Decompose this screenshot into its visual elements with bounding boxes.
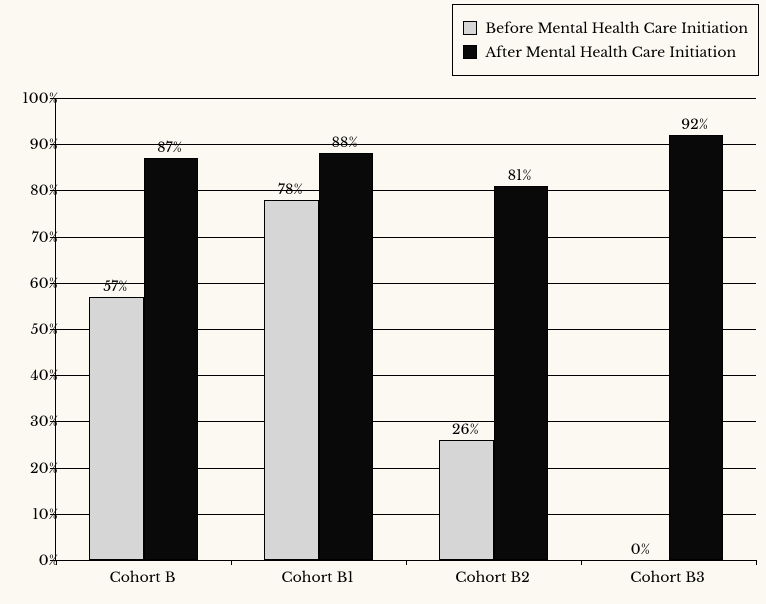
legend-swatch-before-icon <box>463 21 477 35</box>
bar <box>494 186 548 560</box>
plot-area <box>55 98 756 561</box>
x-tick-mark <box>581 560 582 565</box>
bar <box>669 135 723 560</box>
gridline <box>56 98 756 99</box>
y-axis-tick-label: 10% <box>13 505 58 523</box>
bar-value-label: 57% <box>103 277 127 295</box>
legend-item: After Mental Health Care Initiation <box>463 43 748 61</box>
x-axis-category-label: Cohort B2 <box>455 568 530 586</box>
x-tick-mark <box>756 560 757 565</box>
bar-value-label: 26% <box>452 420 479 438</box>
bar-value-label: 88% <box>331 133 357 151</box>
bar <box>89 297 143 560</box>
bar <box>264 200 318 560</box>
legend-label: Before Mental Health Care Initiation <box>485 19 748 37</box>
y-axis-tick-label: 0% <box>13 551 58 569</box>
chart-container: Before Mental Health Care Initiation Aft… <box>0 0 766 604</box>
y-axis-tick-label: 80% <box>13 181 58 199</box>
y-axis-tick-label: 100% <box>13 89 58 107</box>
x-axis-category-label: Cohort B3 <box>630 568 705 586</box>
x-tick-mark <box>231 560 232 565</box>
legend: Before Mental Health Care Initiation Aft… <box>452 4 759 76</box>
legend-swatch-after-icon <box>463 45 477 59</box>
bar <box>439 440 493 560</box>
bar-value-label: 92% <box>681 115 708 133</box>
x-axis-category-label: Cohort B <box>110 568 176 586</box>
legend-label: After Mental Health Care Initiation <box>485 43 736 61</box>
y-axis-tick-label: 20% <box>13 459 58 477</box>
x-axis-category-label: Cohort B1 <box>281 568 353 586</box>
y-axis-tick-label: 40% <box>13 366 58 384</box>
bar-value-label: 0% <box>631 540 650 558</box>
y-axis-tick-label: 70% <box>13 228 58 246</box>
y-axis-tick-label: 60% <box>13 274 58 292</box>
bar-value-label: 81% <box>508 166 532 184</box>
y-axis-tick-label: 30% <box>13 412 58 430</box>
bar-value-label: 78% <box>278 180 303 198</box>
bar-value-label: 87% <box>157 138 182 156</box>
bar <box>144 158 198 560</box>
y-axis-tick-label: 50% <box>13 320 58 338</box>
x-tick-mark <box>406 560 407 565</box>
legend-item: Before Mental Health Care Initiation <box>463 19 748 37</box>
bar <box>319 153 373 560</box>
y-axis-tick-label: 90% <box>13 135 58 153</box>
